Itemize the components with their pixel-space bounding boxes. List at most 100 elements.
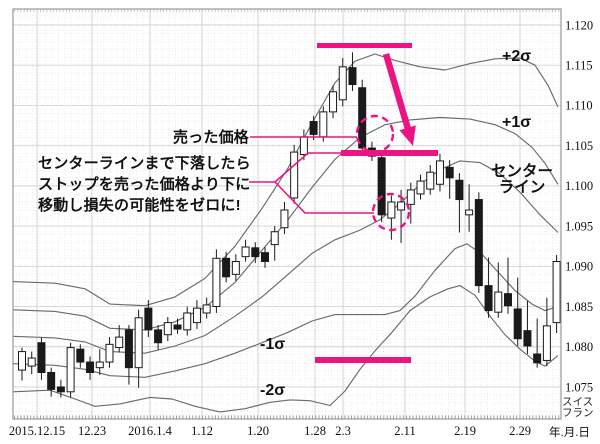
candle-body-up (542, 325, 551, 361)
minus2-sigma-label: -2σ (260, 382, 286, 399)
candle-body-up (66, 347, 75, 393)
center-line-label: センター ライン (487, 164, 557, 196)
candle-body-down (504, 293, 512, 307)
candle-body-up (406, 189, 415, 205)
band-line-minus2 (13, 285, 559, 413)
y-tick-label: 1.085 (565, 300, 593, 314)
signal-circle-1 (355, 114, 395, 154)
y-tick-label: 1.120 (565, 18, 593, 32)
pointer-line-2 (249, 152, 341, 183)
candles (18, 52, 561, 398)
x-axis-unit-label: 年.月.日 (549, 427, 590, 439)
candle-body-down (474, 199, 483, 287)
candle-body-down (222, 257, 231, 278)
center-line-label-1: センター (490, 163, 553, 180)
candle-body-down (37, 342, 46, 374)
candle-body-up (115, 336, 124, 349)
candle-body-up (319, 111, 328, 138)
candle-body-down (309, 121, 318, 135)
candle-body-up (387, 201, 396, 219)
x-tick-label: 12.23 (78, 424, 106, 438)
plus2-sigma-label: +2σ (502, 48, 532, 65)
candle-body-up (329, 91, 338, 113)
candle-body-up (95, 361, 104, 369)
candle-body-up (416, 180, 425, 195)
candle-body-up (192, 307, 201, 324)
plus1-sigma-label: +1σ (502, 114, 532, 131)
candle-body-up (290, 151, 299, 199)
highlight-bar-3 (315, 357, 411, 363)
center-line-label-2: ライン (498, 179, 546, 196)
y-tick-label: 1.100 (565, 179, 593, 193)
candle-body-down (154, 329, 163, 344)
candle-body-down (76, 348, 85, 363)
candle-body-down (173, 324, 182, 330)
candle-body-up (105, 343, 114, 363)
candle-body-up (494, 291, 503, 313)
candle-body-up (280, 209, 289, 229)
candle-body-down (47, 372, 56, 390)
instrument-label-2: フラン (562, 406, 594, 419)
candle-body-up (270, 231, 279, 246)
stop-move-note-line3: 移動し損失の可能性をゼロに! (38, 197, 241, 214)
band-line-center (13, 160, 559, 354)
candle-body-up (299, 136, 308, 156)
signal-circle-2 (371, 192, 411, 232)
band-line-plus1 (13, 116, 559, 331)
highlight-bar-2 (341, 150, 438, 156)
y-tick-label: 1.110 (565, 99, 593, 113)
candle-body-up (134, 317, 143, 369)
x-tick-label: 1.20 (247, 424, 269, 438)
candle-body-up (397, 201, 406, 211)
drop-arrow-shaft (382, 53, 412, 132)
x-tick-label: 1.28 (304, 424, 326, 438)
candle-body-up (202, 304, 211, 314)
candle-body-down (523, 330, 532, 347)
candle-body-up (435, 160, 444, 185)
y-tick-label: 1.105 (565, 139, 593, 153)
x-tick-label: 2015.12.15 (9, 424, 65, 438)
candle-body-up (552, 260, 561, 324)
candle-body-up (241, 246, 250, 258)
candle-body-up (163, 322, 172, 336)
sold-price-annotation: 売った価格 (172, 129, 249, 146)
stop-move-note: センターラインまで下落したら ストップを売った価格より下に 移動し損失の可能性を… (38, 153, 252, 216)
stop-move-note-line2: ストップを売った価格より下に (38, 176, 251, 193)
candle-body-up (18, 351, 26, 371)
x-tick-label: 2016.1.4 (128, 424, 173, 438)
candle-body-down (86, 361, 95, 374)
x-tick-label: 2.11 (394, 424, 415, 438)
candle-body-up (465, 209, 474, 216)
instrument-label-1: スイス (562, 396, 594, 408)
minus1-sigma-label: -1σ (260, 336, 286, 353)
x-tick-label: 2.29 (509, 424, 531, 438)
strategy-annotations (249, 43, 438, 363)
candle-body-down (124, 329, 133, 369)
x-tick-label: 1.12 (191, 424, 213, 438)
candle-body-up (338, 66, 347, 101)
candle-body-down (144, 307, 153, 331)
y-tick-label: 1.075 (565, 380, 593, 394)
candle-body-down (445, 166, 454, 179)
pointer-line-3 (274, 181, 374, 214)
highlight-bar-1 (317, 43, 412, 48)
candle-body-down (261, 252, 269, 262)
bollinger-bands (13, 53, 559, 413)
candle-body-up (212, 257, 221, 308)
axis-labels: 1.120 1.115 1.110 1.105 1.100 1.095 1.090 1.085… (9, 18, 593, 438)
candle-body-up (183, 312, 192, 331)
candle-body-up (231, 260, 240, 275)
candle-body-down (348, 67, 357, 86)
plot-frame (12, 8, 562, 420)
band-line-plus2 (13, 53, 559, 307)
candle-body-down (513, 308, 522, 340)
x-tick-label: 2.19 (454, 424, 476, 438)
candle-body-down (533, 353, 542, 364)
candle-body-up (426, 171, 435, 190)
candle-body-down (484, 285, 493, 312)
grid (13, 9, 561, 419)
candle-body-down (455, 179, 464, 201)
y-tick-label: 1.115 (565, 59, 593, 73)
